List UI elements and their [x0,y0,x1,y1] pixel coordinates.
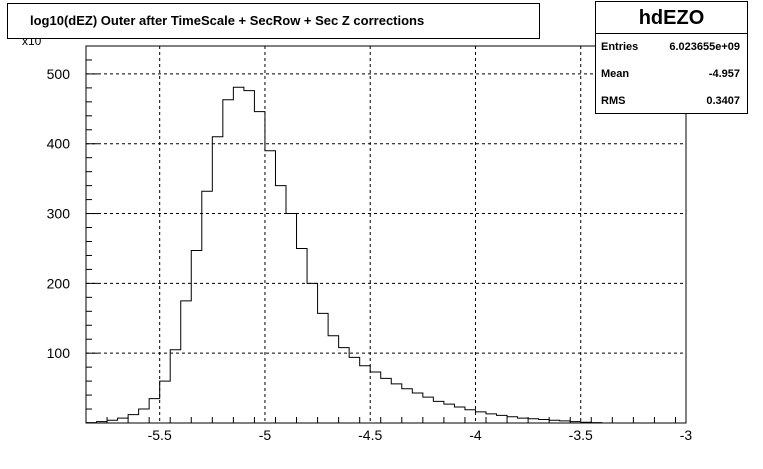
x-tick-label: -4.5 [358,427,382,443]
stats-label: Entries [601,41,639,53]
stats-row-rms: RMS 0.3407 [596,88,747,115]
stats-row-entries: Entries 6.023655e+09 [596,34,747,61]
x-tick-label: -3.5 [569,427,593,443]
x-tick-label: -3 [680,427,693,443]
chart-title: log10(dEZ) Outer after TimeScale + SecRo… [7,3,540,39]
histogram-step-line [85,86,686,424]
stats-value: 6.023655e+09 [669,41,740,53]
stats-label: RMS [601,95,626,107]
stats-label: Mean [601,68,630,80]
stats-row-mean: Mean -4.957 [596,61,747,88]
stats-value: -4.957 [708,68,740,80]
y-tick-label: 300 [47,206,71,222]
x-tick-label: -5.5 [148,427,172,443]
stats-value: 0.3407 [706,95,740,107]
histogram-name: hdEZO [596,2,747,34]
x-tick-label: -5 [259,427,272,443]
x-tick-label: -4 [469,427,482,443]
y-tick-label: 200 [47,275,71,291]
plot-frame [85,45,687,424]
stats-box: hdEZO Entries 6.023655e+09 Mean -4.957 R… [595,1,748,114]
y-tick-label: 400 [47,136,71,152]
y-tick-label: 500 [47,66,71,82]
plot-area [86,46,686,423]
y-tick-label: 100 [47,345,71,361]
